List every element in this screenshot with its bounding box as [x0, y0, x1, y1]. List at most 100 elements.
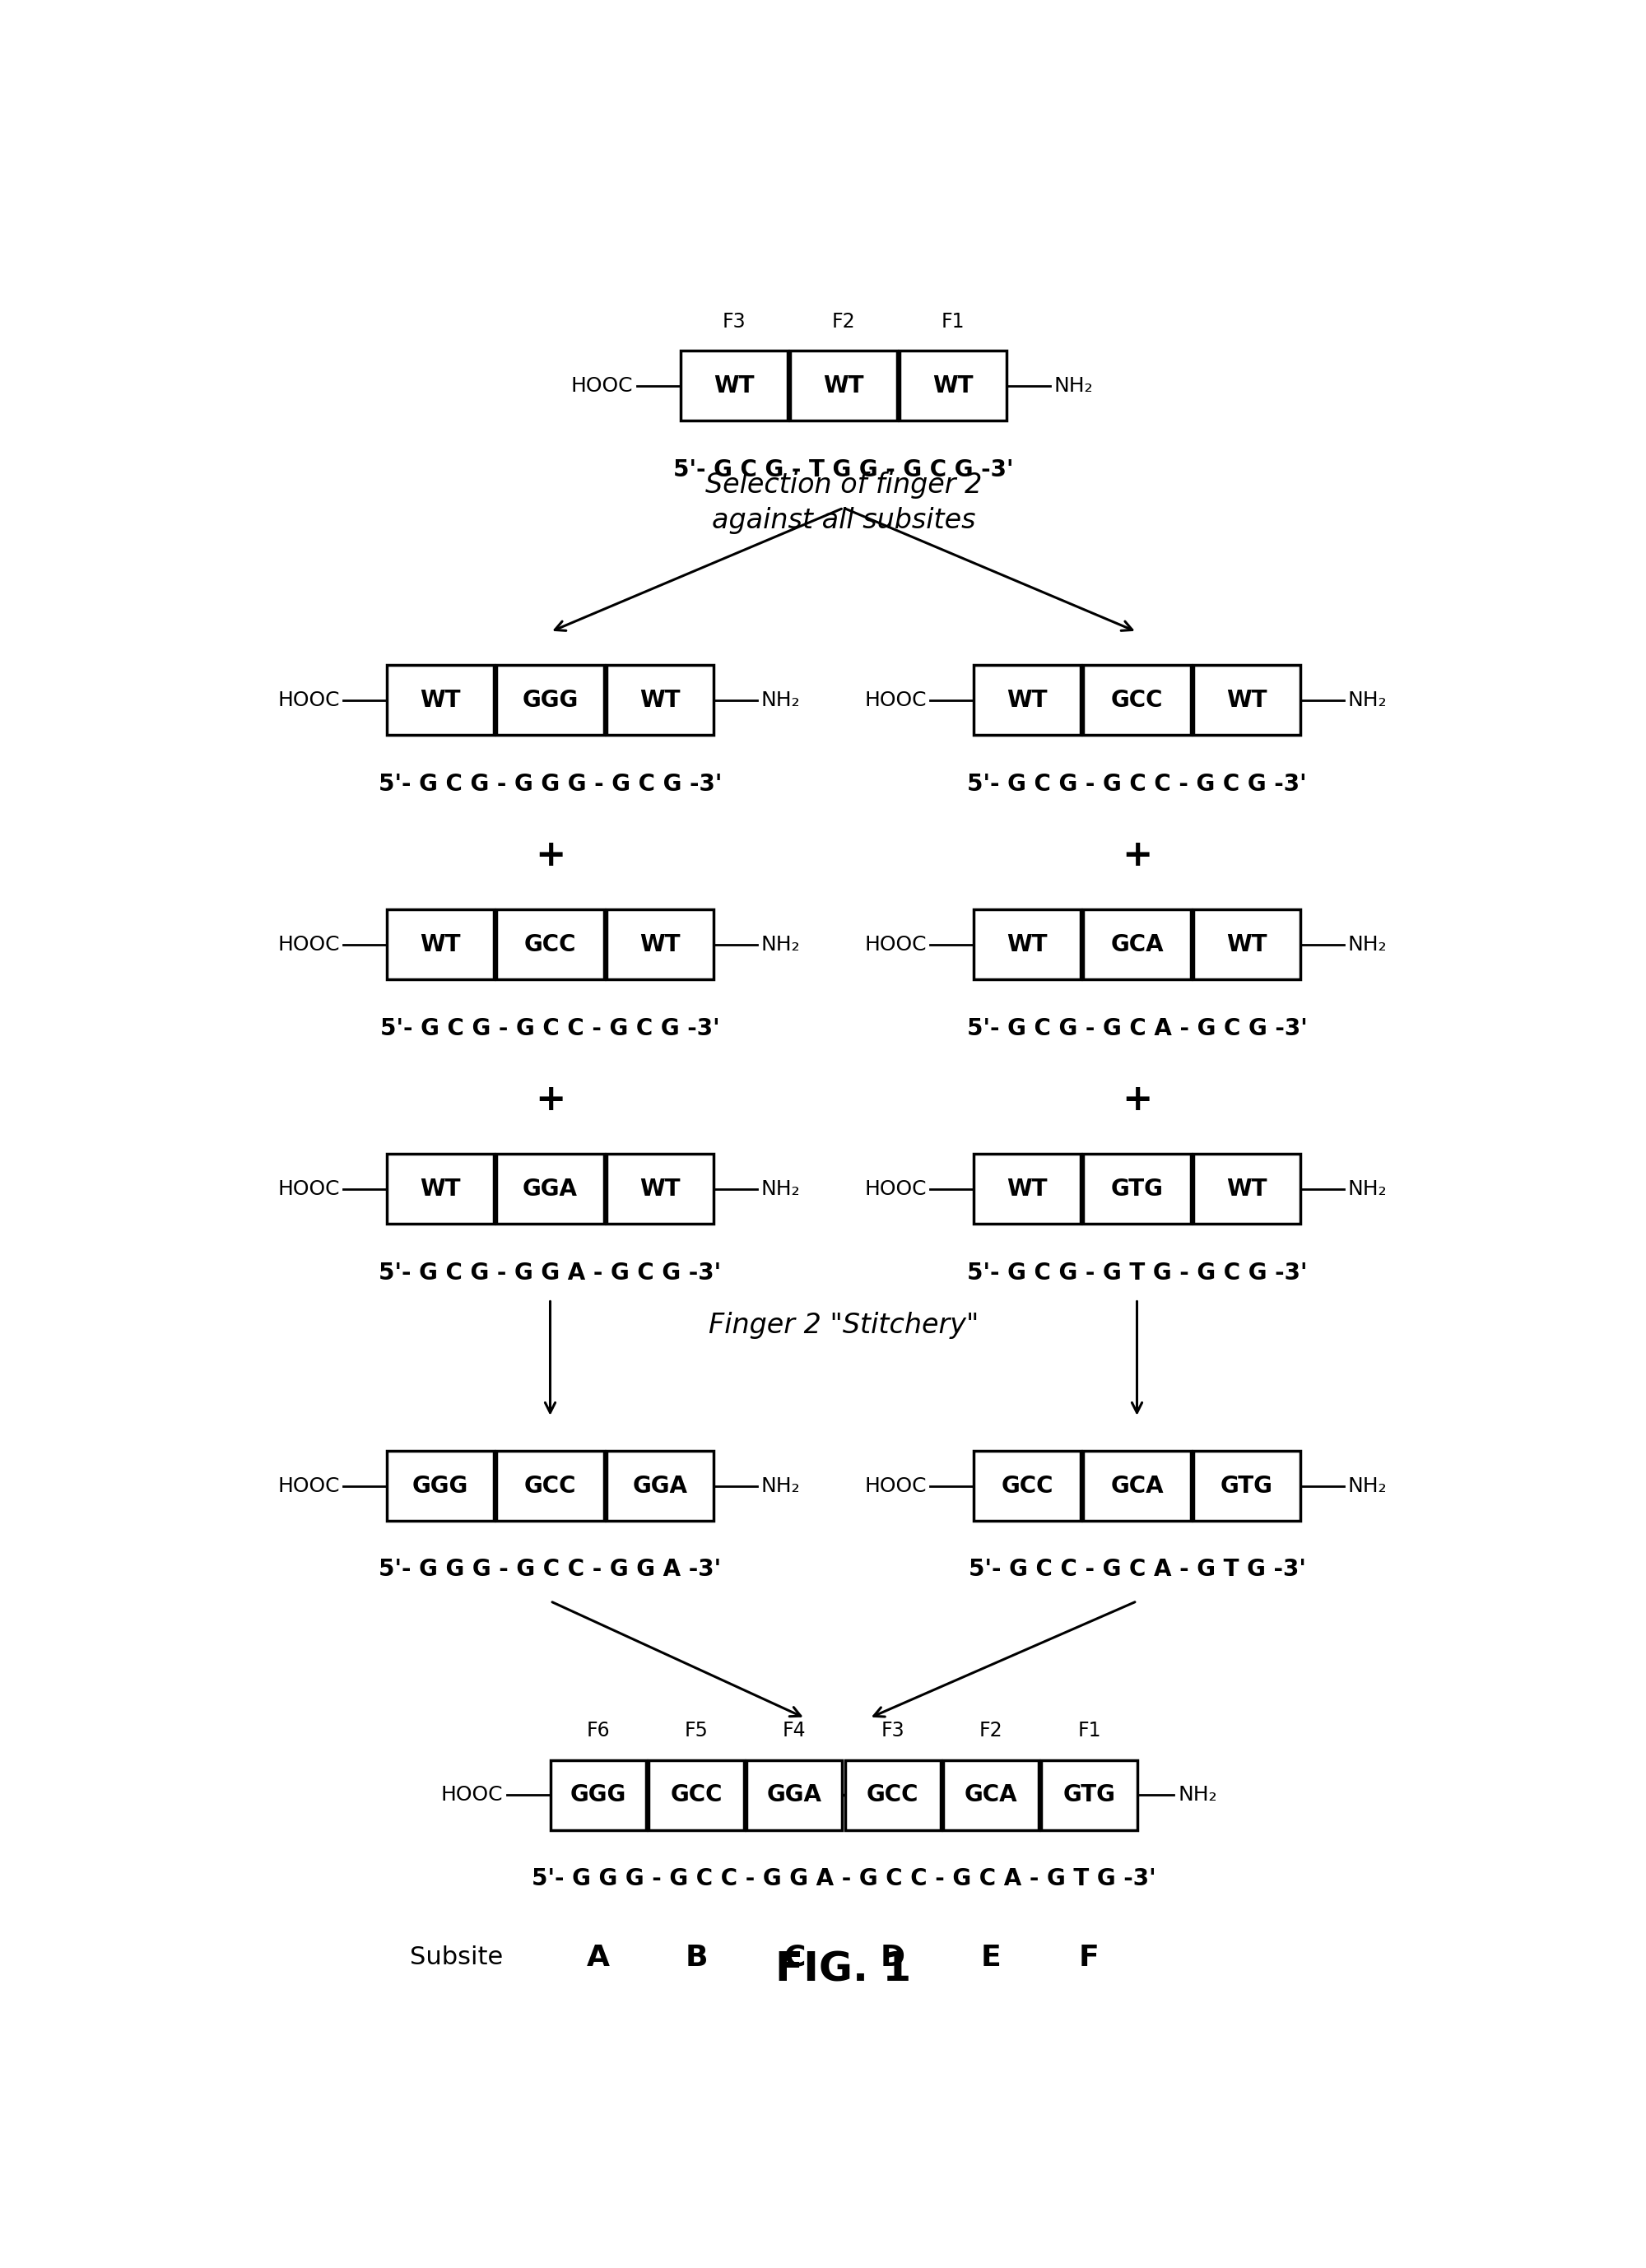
Text: A: A: [586, 1944, 609, 1971]
FancyBboxPatch shape: [974, 909, 1081, 980]
Text: NH₂: NH₂: [760, 1179, 800, 1200]
Text: B: B: [685, 1944, 708, 1971]
Text: HOOC: HOOC: [278, 1476, 339, 1497]
Text: HOOC: HOOC: [278, 689, 339, 710]
Text: 5'- G G G - G C C - G G A - G C C - G C A - G T G -3': 5'- G G G - G C C - G G A - G C C - G C …: [532, 1867, 1155, 1889]
FancyBboxPatch shape: [649, 1760, 744, 1830]
FancyBboxPatch shape: [1083, 909, 1190, 980]
Text: F2: F2: [979, 1721, 1002, 1742]
Text: 5'- G C G - G G G - G C G -3': 5'- G C G - G G G - G C G -3': [379, 773, 723, 796]
Text: GCC: GCC: [670, 1783, 723, 1808]
Text: GCC: GCC: [523, 1474, 576, 1497]
Text: HOOC: HOOC: [441, 1785, 504, 1805]
Text: +: +: [535, 837, 566, 873]
Text: F6: F6: [586, 1721, 609, 1742]
FancyBboxPatch shape: [606, 1452, 713, 1522]
Text: Selection of finger 2
against all subsites: Selection of finger 2 against all subsit…: [704, 472, 983, 535]
Text: WT: WT: [640, 1177, 680, 1200]
Text: NH₂: NH₂: [1053, 376, 1093, 395]
Text: F5: F5: [685, 1721, 708, 1742]
Text: WT: WT: [1007, 932, 1047, 957]
FancyBboxPatch shape: [606, 665, 713, 735]
FancyBboxPatch shape: [974, 665, 1081, 735]
Text: Subsite: Subsite: [410, 1946, 504, 1969]
Text: GCC: GCC: [523, 932, 576, 957]
Text: WT: WT: [1226, 932, 1267, 957]
Text: 5'- G G G - G C C - G G A -3': 5'- G G G - G C C - G G A -3': [379, 1558, 721, 1581]
Text: F3: F3: [723, 311, 746, 331]
FancyBboxPatch shape: [680, 352, 787, 420]
Text: +: +: [1121, 837, 1152, 873]
FancyBboxPatch shape: [497, 1452, 604, 1522]
Text: GCA: GCA: [1111, 932, 1164, 957]
Text: GTG: GTG: [1063, 1783, 1116, 1808]
Text: WT: WT: [1007, 1177, 1047, 1200]
Text: E: E: [981, 1944, 1001, 1971]
Text: D: D: [881, 1944, 905, 1971]
Text: 5'- G C G - T G G - G C G -3': 5'- G C G - T G G - G C G -3': [673, 458, 1014, 481]
FancyBboxPatch shape: [1193, 1154, 1300, 1225]
Text: 5'- G C G - G C C - G C G -3': 5'- G C G - G C C - G C G -3': [380, 1016, 719, 1039]
Text: GGA: GGA: [523, 1177, 578, 1200]
Text: 5'- G C G - G C A - G C G -3': 5'- G C G - G C A - G C G -3': [966, 1016, 1307, 1039]
FancyBboxPatch shape: [1193, 1452, 1300, 1522]
Text: FIG. 1: FIG. 1: [775, 1950, 912, 1989]
FancyBboxPatch shape: [844, 1760, 940, 1830]
FancyBboxPatch shape: [943, 1760, 1039, 1830]
Text: HOOC: HOOC: [571, 376, 634, 395]
Text: WT: WT: [823, 374, 864, 397]
Text: NH₂: NH₂: [760, 689, 800, 710]
Text: NH₂: NH₂: [1348, 1476, 1386, 1497]
Text: GGG: GGG: [413, 1474, 469, 1497]
Text: F3: F3: [881, 1721, 904, 1742]
FancyBboxPatch shape: [497, 665, 604, 735]
Text: WT: WT: [1007, 689, 1047, 712]
Text: 5'- G C G - G T G - G C G -3': 5'- G C G - G T G - G C G -3': [966, 1261, 1307, 1284]
FancyBboxPatch shape: [387, 665, 494, 735]
FancyBboxPatch shape: [1083, 1452, 1190, 1522]
FancyBboxPatch shape: [1193, 665, 1300, 735]
Text: WT: WT: [1226, 1177, 1267, 1200]
FancyBboxPatch shape: [497, 909, 604, 980]
FancyBboxPatch shape: [1042, 1760, 1137, 1830]
FancyBboxPatch shape: [900, 352, 1007, 420]
Text: F2: F2: [831, 311, 856, 331]
Text: GCC: GCC: [1111, 689, 1164, 712]
FancyBboxPatch shape: [387, 1452, 494, 1522]
FancyBboxPatch shape: [790, 352, 897, 420]
Text: GTG: GTG: [1220, 1474, 1272, 1497]
Text: WT: WT: [640, 932, 680, 957]
Text: NH₂: NH₂: [1348, 1179, 1386, 1200]
Text: GCC: GCC: [866, 1783, 918, 1808]
FancyBboxPatch shape: [497, 1154, 604, 1225]
Text: HOOC: HOOC: [864, 689, 927, 710]
Text: GGG: GGG: [522, 689, 578, 712]
Text: Finger 2 "Stitchery": Finger 2 "Stitchery": [708, 1311, 979, 1338]
Text: WT: WT: [933, 374, 974, 397]
Text: NH₂: NH₂: [1348, 689, 1386, 710]
Text: GCA: GCA: [965, 1783, 1017, 1808]
Text: HOOC: HOOC: [278, 1179, 339, 1200]
Text: GCC: GCC: [1001, 1474, 1053, 1497]
Text: HOOC: HOOC: [864, 1179, 927, 1200]
Text: GTG: GTG: [1111, 1177, 1164, 1200]
Text: F1: F1: [942, 311, 965, 331]
Text: WT: WT: [713, 374, 754, 397]
FancyBboxPatch shape: [974, 1452, 1081, 1522]
Text: NH₂: NH₂: [1348, 934, 1386, 955]
Text: WT: WT: [420, 689, 461, 712]
Text: GGG: GGG: [570, 1783, 625, 1808]
FancyBboxPatch shape: [387, 909, 494, 980]
Text: F1: F1: [1078, 1721, 1101, 1742]
Text: 5'- G C G - G C C - G C G -3': 5'- G C G - G C C - G C G -3': [968, 773, 1307, 796]
FancyBboxPatch shape: [1193, 909, 1300, 980]
Text: GGA: GGA: [767, 1783, 821, 1808]
Text: C: C: [783, 1944, 805, 1971]
Text: NH₂: NH₂: [760, 934, 800, 955]
Text: HOOC: HOOC: [864, 934, 927, 955]
Text: WT: WT: [640, 689, 680, 712]
Text: WT: WT: [1226, 689, 1267, 712]
FancyBboxPatch shape: [1083, 1154, 1190, 1225]
Text: GGA: GGA: [632, 1474, 688, 1497]
FancyBboxPatch shape: [747, 1760, 843, 1830]
